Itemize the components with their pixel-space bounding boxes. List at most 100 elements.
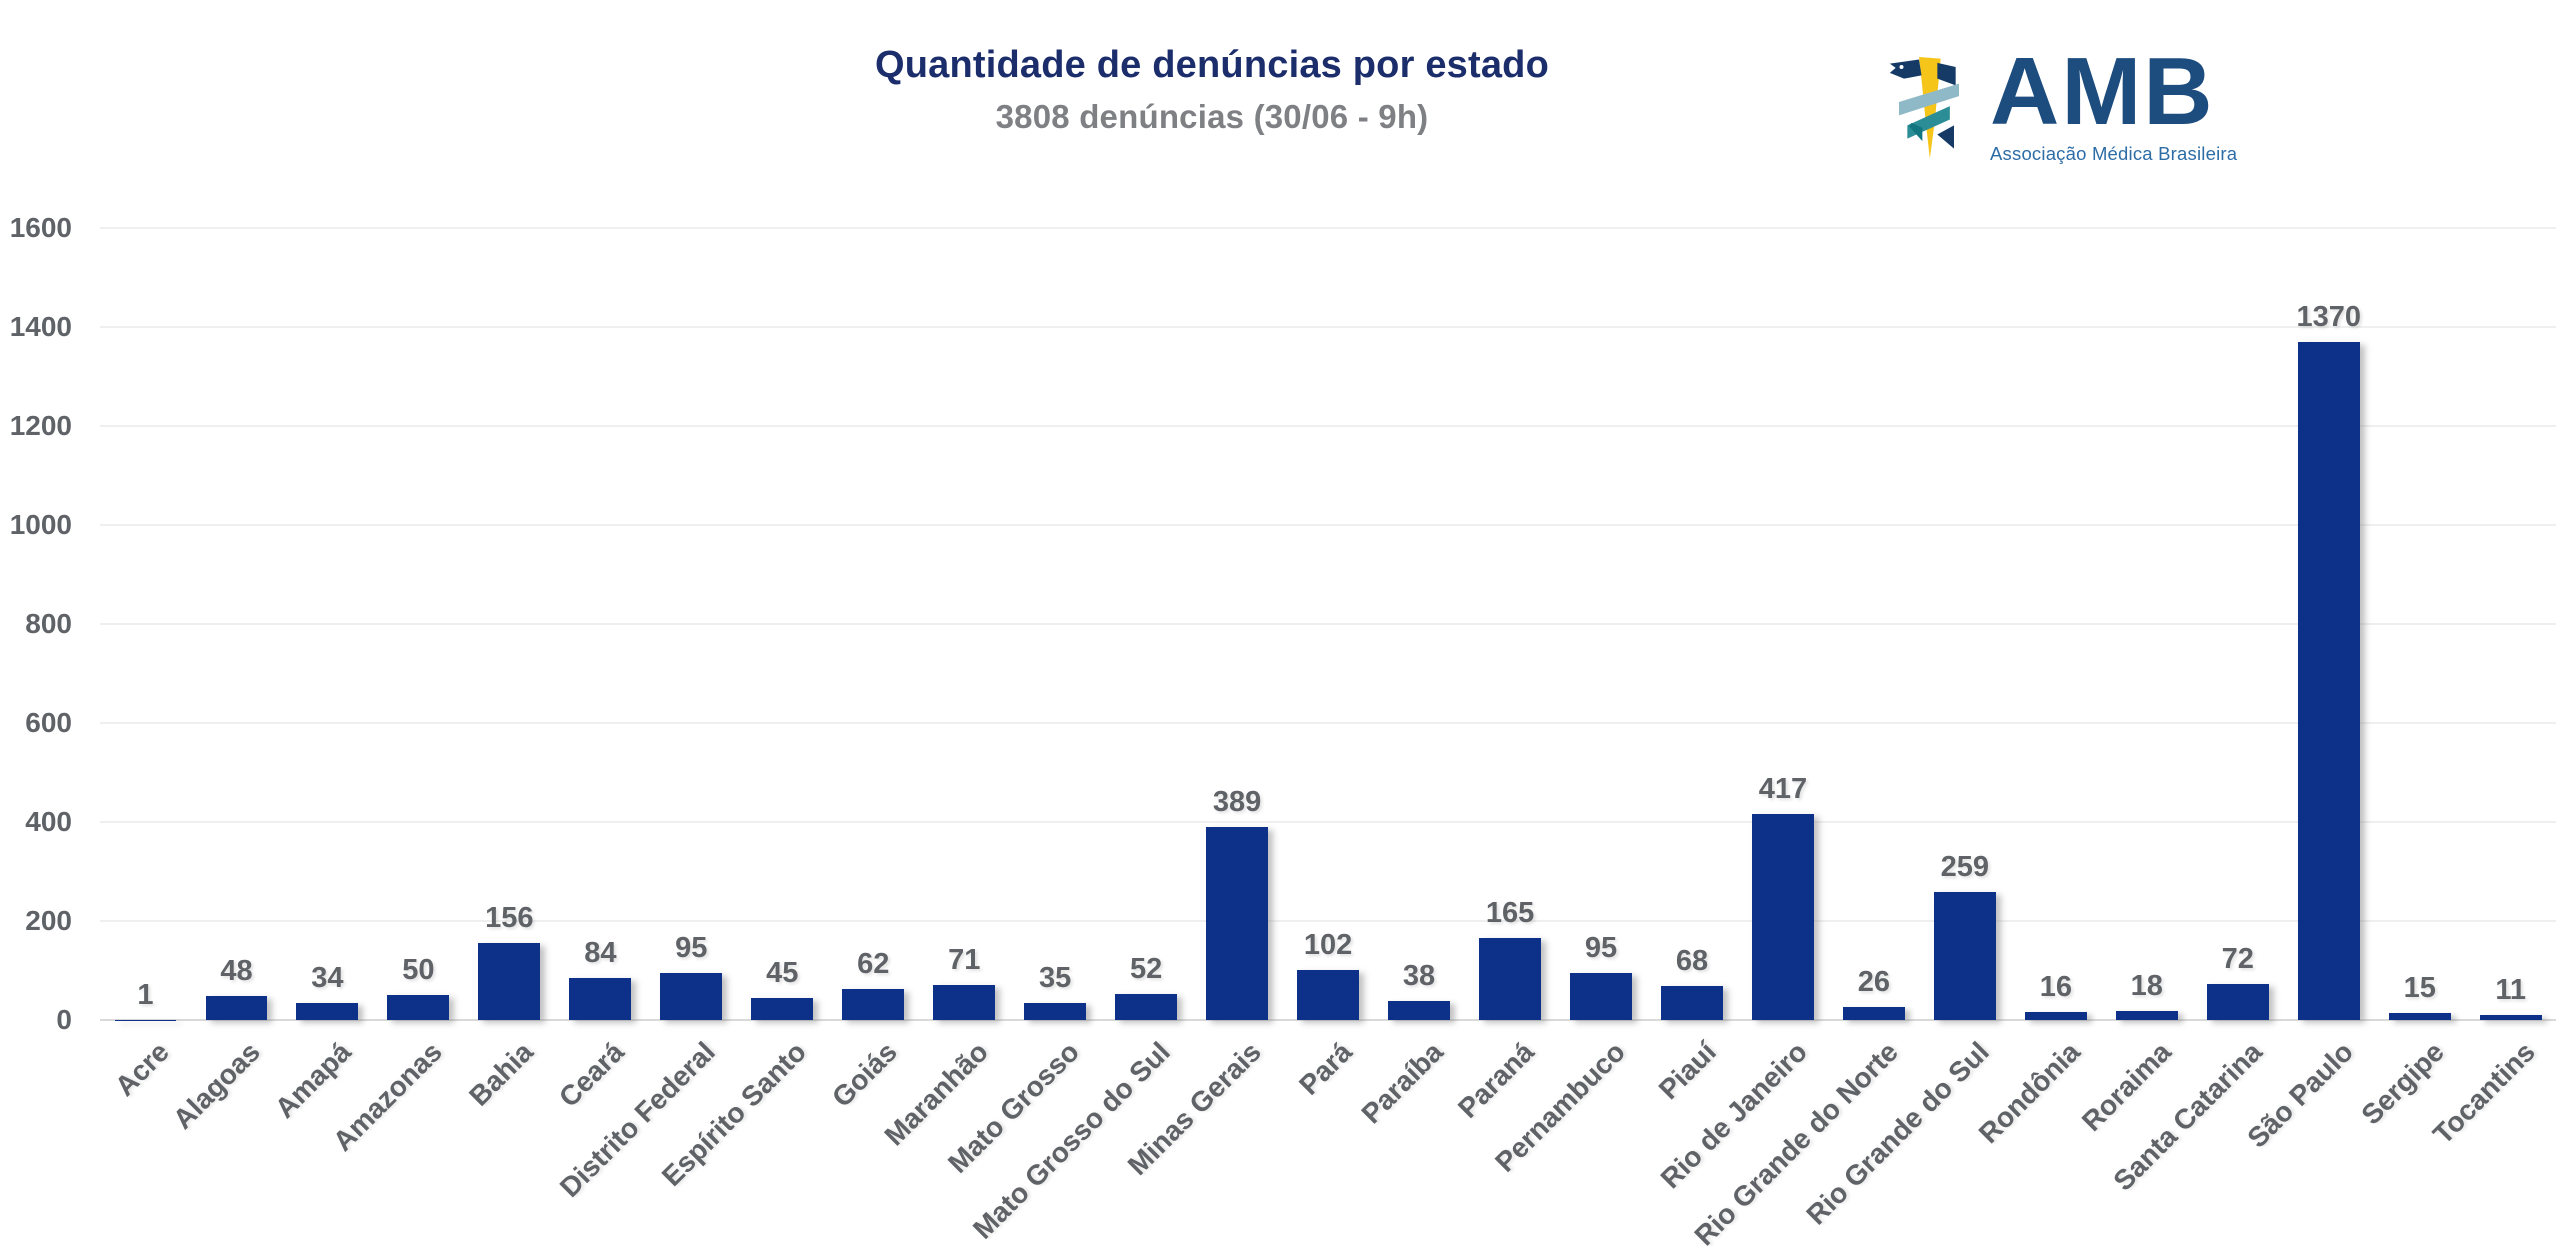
- y-tick-label: 400: [25, 806, 72, 837]
- bar-slot: 45: [737, 228, 828, 1020]
- bar-slot: 84: [555, 228, 646, 1020]
- bar: [1751, 813, 1814, 1020]
- y-tick-label: 1000: [9, 509, 72, 540]
- bar-value-label: 1: [137, 978, 154, 1011]
- bar-slot: 71: [919, 228, 1010, 1020]
- bar-slot: 417: [1737, 228, 1828, 1020]
- bar: [751, 997, 814, 1020]
- y-tick-label: 1400: [9, 311, 72, 342]
- bar: [1115, 994, 1178, 1020]
- bar-slot: 1: [100, 228, 191, 1020]
- bar-slot: 165: [1465, 228, 1556, 1020]
- bar-value-label: 48: [220, 955, 253, 988]
- bar: [1570, 972, 1632, 1020]
- gridline: [100, 326, 2556, 328]
- bar-value-label: 68: [1675, 945, 1709, 978]
- bar-value-label: 389: [1212, 786, 1262, 819]
- bar-slot: 18: [2101, 228, 2192, 1020]
- y-tick-label: 1200: [9, 410, 72, 441]
- bar: [2297, 341, 2360, 1020]
- bar-slot: 102: [1283, 228, 1374, 1020]
- y-tick-label: 800: [25, 608, 72, 639]
- bar-value-label: 72: [2221, 943, 2254, 976]
- gridline: [100, 623, 2556, 625]
- amb-logo: AMB Associação Médica Brasileira: [1884, 42, 2237, 167]
- bar: [478, 942, 541, 1020]
- bar-slot: 72: [2192, 228, 2283, 1020]
- bar-value-label: 165: [1485, 897, 1535, 930]
- bar: [569, 978, 632, 1020]
- x-axis: Acre Alagoas Amapá Amazonas Bahia Ceará Distri…: [100, 1036, 2556, 1250]
- bar-value-label: 18: [2130, 970, 2163, 1003]
- bar-slot: 34: [282, 228, 373, 1020]
- amb-logo-text: AMB Associação Médica Brasileira: [1990, 42, 2237, 165]
- bar-slot: 259: [1919, 228, 2010, 1020]
- y-axis: 0 200 400 600 800 1000 1200 1400 1600: [0, 214, 72, 1034]
- amb-logo-acronym: AMB: [1990, 38, 2215, 145]
- y-tick-label: 600: [25, 707, 72, 738]
- bar-slot: 62: [828, 228, 919, 1020]
- bar-value-label: 95: [1584, 931, 1618, 964]
- bar-slot: 68: [1646, 228, 1737, 1020]
- bar-value-label: 84: [584, 937, 617, 970]
- bar-value-label: 50: [402, 954, 435, 987]
- bar-slot: 50: [373, 228, 464, 1020]
- bar: [387, 995, 450, 1020]
- bar-slot: 11: [2465, 228, 2556, 1020]
- bar-slot: 16: [2010, 228, 2101, 1020]
- bar-value-label: 16: [2039, 971, 2072, 1004]
- chart-header: Quantidade de denúncias por estado 3808 …: [0, 44, 2424, 136]
- bar-value-label: 15: [2403, 971, 2436, 1004]
- chart-title: Quantidade de denúncias por estado: [874, 44, 1550, 86]
- bar-slot: 15: [2374, 228, 2465, 1020]
- bar-value-label: 11: [2495, 973, 2526, 1006]
- plot-area: 1 48 34 50 156 84 95 45 62 71 35 52 389 102 38 165 95 68 4…: [100, 227, 2556, 1021]
- bar-value-label: 34: [311, 962, 344, 995]
- gridline: [100, 425, 2556, 427]
- bar-value-label: 95: [675, 931, 708, 964]
- bar-value-label: 62: [857, 948, 890, 981]
- bar-value-label: 45: [766, 956, 799, 989]
- bar: [1842, 1007, 1905, 1020]
- bar-value-label: 52: [1130, 953, 1163, 986]
- bar: [2206, 984, 2269, 1020]
- bar-slot: 95: [1556, 228, 1647, 1020]
- bar: [933, 984, 996, 1020]
- bar-value-label: 26: [1857, 966, 1891, 999]
- bar: [660, 972, 723, 1020]
- bar-slot: 35: [1010, 228, 1101, 1020]
- y-tick-label: 1600: [9, 212, 72, 243]
- bar: [2479, 1014, 2542, 1020]
- bar: [2388, 1012, 2451, 1020]
- bar: [1479, 938, 1541, 1020]
- gridline: [100, 821, 2556, 823]
- gridline: [100, 920, 2556, 922]
- bar: [1024, 1002, 1087, 1020]
- bar: [1206, 827, 1269, 1020]
- bar-slot: 26: [1828, 228, 1919, 1020]
- y-tick-label: 0: [56, 1004, 72, 1035]
- bar: [1297, 969, 1359, 1020]
- amb-logo-caption: Associação Médica Brasileira: [1990, 142, 2238, 164]
- bar: [205, 996, 268, 1020]
- bar: [842, 989, 905, 1020]
- bar-value-label: 38: [1402, 960, 1436, 993]
- bar: [1388, 1001, 1450, 1020]
- bar-value-label: 102: [1303, 928, 1353, 961]
- bar: [2115, 1011, 2178, 1020]
- bar-value-label: 1370: [2296, 300, 2361, 333]
- bar-slot: 38: [1374, 228, 1465, 1020]
- amb-caduceus-icon: [1889, 57, 1959, 159]
- gridline: [100, 722, 2556, 724]
- bar: [1661, 986, 1723, 1020]
- bar-value-label: 156: [485, 901, 534, 934]
- bar-value-label: 417: [1758, 772, 1808, 805]
- bar-value-label: 35: [1039, 961, 1072, 994]
- bar: [2024, 1012, 2087, 1020]
- x-axis-baseline: [100, 1019, 2556, 1021]
- bar-slot: 52: [1101, 228, 1192, 1020]
- bar-slot: 389: [1192, 228, 1283, 1020]
- bar-slot: 48: [191, 228, 282, 1020]
- bar-slot: 1370: [2283, 228, 2374, 1020]
